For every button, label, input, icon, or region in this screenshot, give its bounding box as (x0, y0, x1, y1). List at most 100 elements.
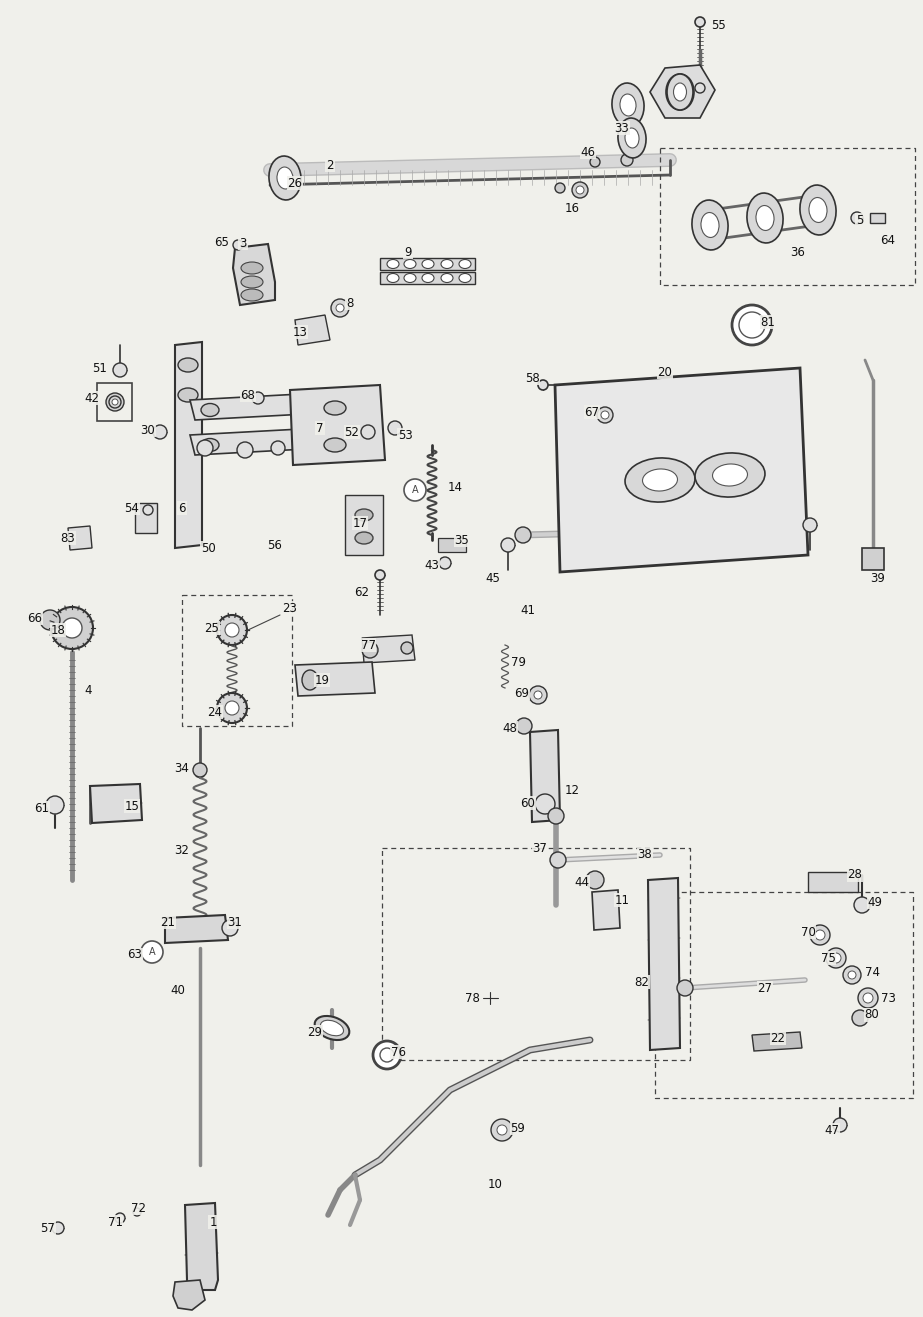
Circle shape (404, 479, 426, 500)
Circle shape (621, 154, 633, 166)
Bar (97, 383, 132, 421)
Bar (808, 872, 858, 892)
Circle shape (40, 610, 60, 630)
Text: 4: 4 (84, 684, 91, 697)
Text: 60: 60 (521, 797, 535, 810)
Text: 75: 75 (821, 951, 835, 964)
Circle shape (46, 795, 64, 814)
Polygon shape (555, 367, 808, 572)
Text: 77: 77 (361, 639, 376, 652)
Text: 67: 67 (584, 406, 600, 419)
Text: 9: 9 (404, 245, 412, 258)
Ellipse shape (404, 259, 416, 269)
Text: 57: 57 (41, 1221, 55, 1234)
Circle shape (739, 312, 765, 338)
Ellipse shape (302, 670, 318, 690)
Circle shape (115, 1213, 125, 1223)
Circle shape (51, 607, 93, 649)
Circle shape (143, 504, 153, 515)
Circle shape (133, 1208, 141, 1216)
Ellipse shape (320, 1021, 343, 1035)
Text: 39: 39 (870, 572, 885, 585)
Circle shape (848, 971, 856, 979)
Polygon shape (190, 390, 380, 420)
Text: 83: 83 (61, 532, 76, 544)
Text: 62: 62 (354, 586, 369, 598)
Ellipse shape (315, 1015, 349, 1040)
Text: 71: 71 (107, 1216, 123, 1229)
Text: 59: 59 (510, 1122, 525, 1134)
Circle shape (225, 701, 239, 715)
Circle shape (601, 411, 609, 419)
Text: 21: 21 (161, 915, 175, 928)
Circle shape (497, 1125, 507, 1135)
Text: 29: 29 (307, 1026, 322, 1039)
Text: 26: 26 (287, 176, 303, 190)
Circle shape (113, 363, 127, 377)
Circle shape (388, 421, 402, 435)
Text: 80: 80 (865, 1009, 880, 1022)
Text: 69: 69 (514, 686, 530, 699)
Ellipse shape (625, 458, 695, 502)
Circle shape (222, 921, 238, 936)
Text: 31: 31 (228, 915, 243, 928)
Text: 53: 53 (398, 428, 413, 441)
Circle shape (375, 570, 385, 579)
Text: 34: 34 (174, 761, 189, 774)
Circle shape (439, 557, 451, 569)
Circle shape (252, 392, 264, 404)
Text: 82: 82 (635, 976, 650, 989)
Circle shape (597, 407, 613, 423)
Ellipse shape (353, 395, 371, 408)
Ellipse shape (695, 453, 765, 497)
Ellipse shape (241, 262, 263, 274)
Text: 41: 41 (521, 603, 535, 616)
Text: 72: 72 (130, 1201, 146, 1214)
Circle shape (803, 518, 817, 532)
Circle shape (858, 988, 878, 1008)
Ellipse shape (800, 186, 836, 234)
Polygon shape (90, 784, 142, 823)
Circle shape (586, 871, 604, 889)
Text: 79: 79 (510, 656, 525, 669)
Circle shape (576, 186, 584, 194)
Text: 36: 36 (791, 245, 806, 258)
Text: 58: 58 (524, 371, 539, 385)
Text: 35: 35 (455, 533, 470, 547)
Circle shape (810, 925, 830, 946)
Circle shape (550, 852, 566, 868)
Text: 2: 2 (326, 158, 334, 171)
Bar (438, 539, 466, 552)
Text: 27: 27 (758, 981, 773, 994)
Polygon shape (530, 730, 560, 822)
Circle shape (854, 897, 870, 913)
Text: 22: 22 (771, 1031, 785, 1044)
Circle shape (590, 157, 600, 167)
Text: A: A (412, 485, 418, 495)
Ellipse shape (241, 277, 263, 288)
Polygon shape (592, 890, 620, 930)
Polygon shape (185, 1202, 218, 1289)
Ellipse shape (269, 155, 301, 200)
Ellipse shape (459, 274, 471, 283)
Ellipse shape (201, 439, 219, 452)
Circle shape (193, 763, 207, 777)
Text: 74: 74 (865, 965, 880, 979)
Text: 51: 51 (92, 361, 107, 374)
Text: 64: 64 (881, 233, 895, 246)
Circle shape (373, 1040, 401, 1069)
Text: 70: 70 (800, 926, 815, 939)
Text: 6: 6 (178, 502, 186, 515)
Polygon shape (173, 1280, 205, 1310)
Text: 28: 28 (847, 868, 862, 881)
Circle shape (501, 539, 515, 552)
Circle shape (271, 441, 285, 454)
Text: 10: 10 (487, 1179, 502, 1192)
Ellipse shape (404, 274, 416, 283)
Text: 18: 18 (51, 623, 66, 636)
Circle shape (815, 930, 825, 940)
Ellipse shape (809, 198, 827, 223)
Text: 11: 11 (615, 893, 629, 906)
Circle shape (362, 641, 378, 658)
Circle shape (225, 623, 239, 637)
